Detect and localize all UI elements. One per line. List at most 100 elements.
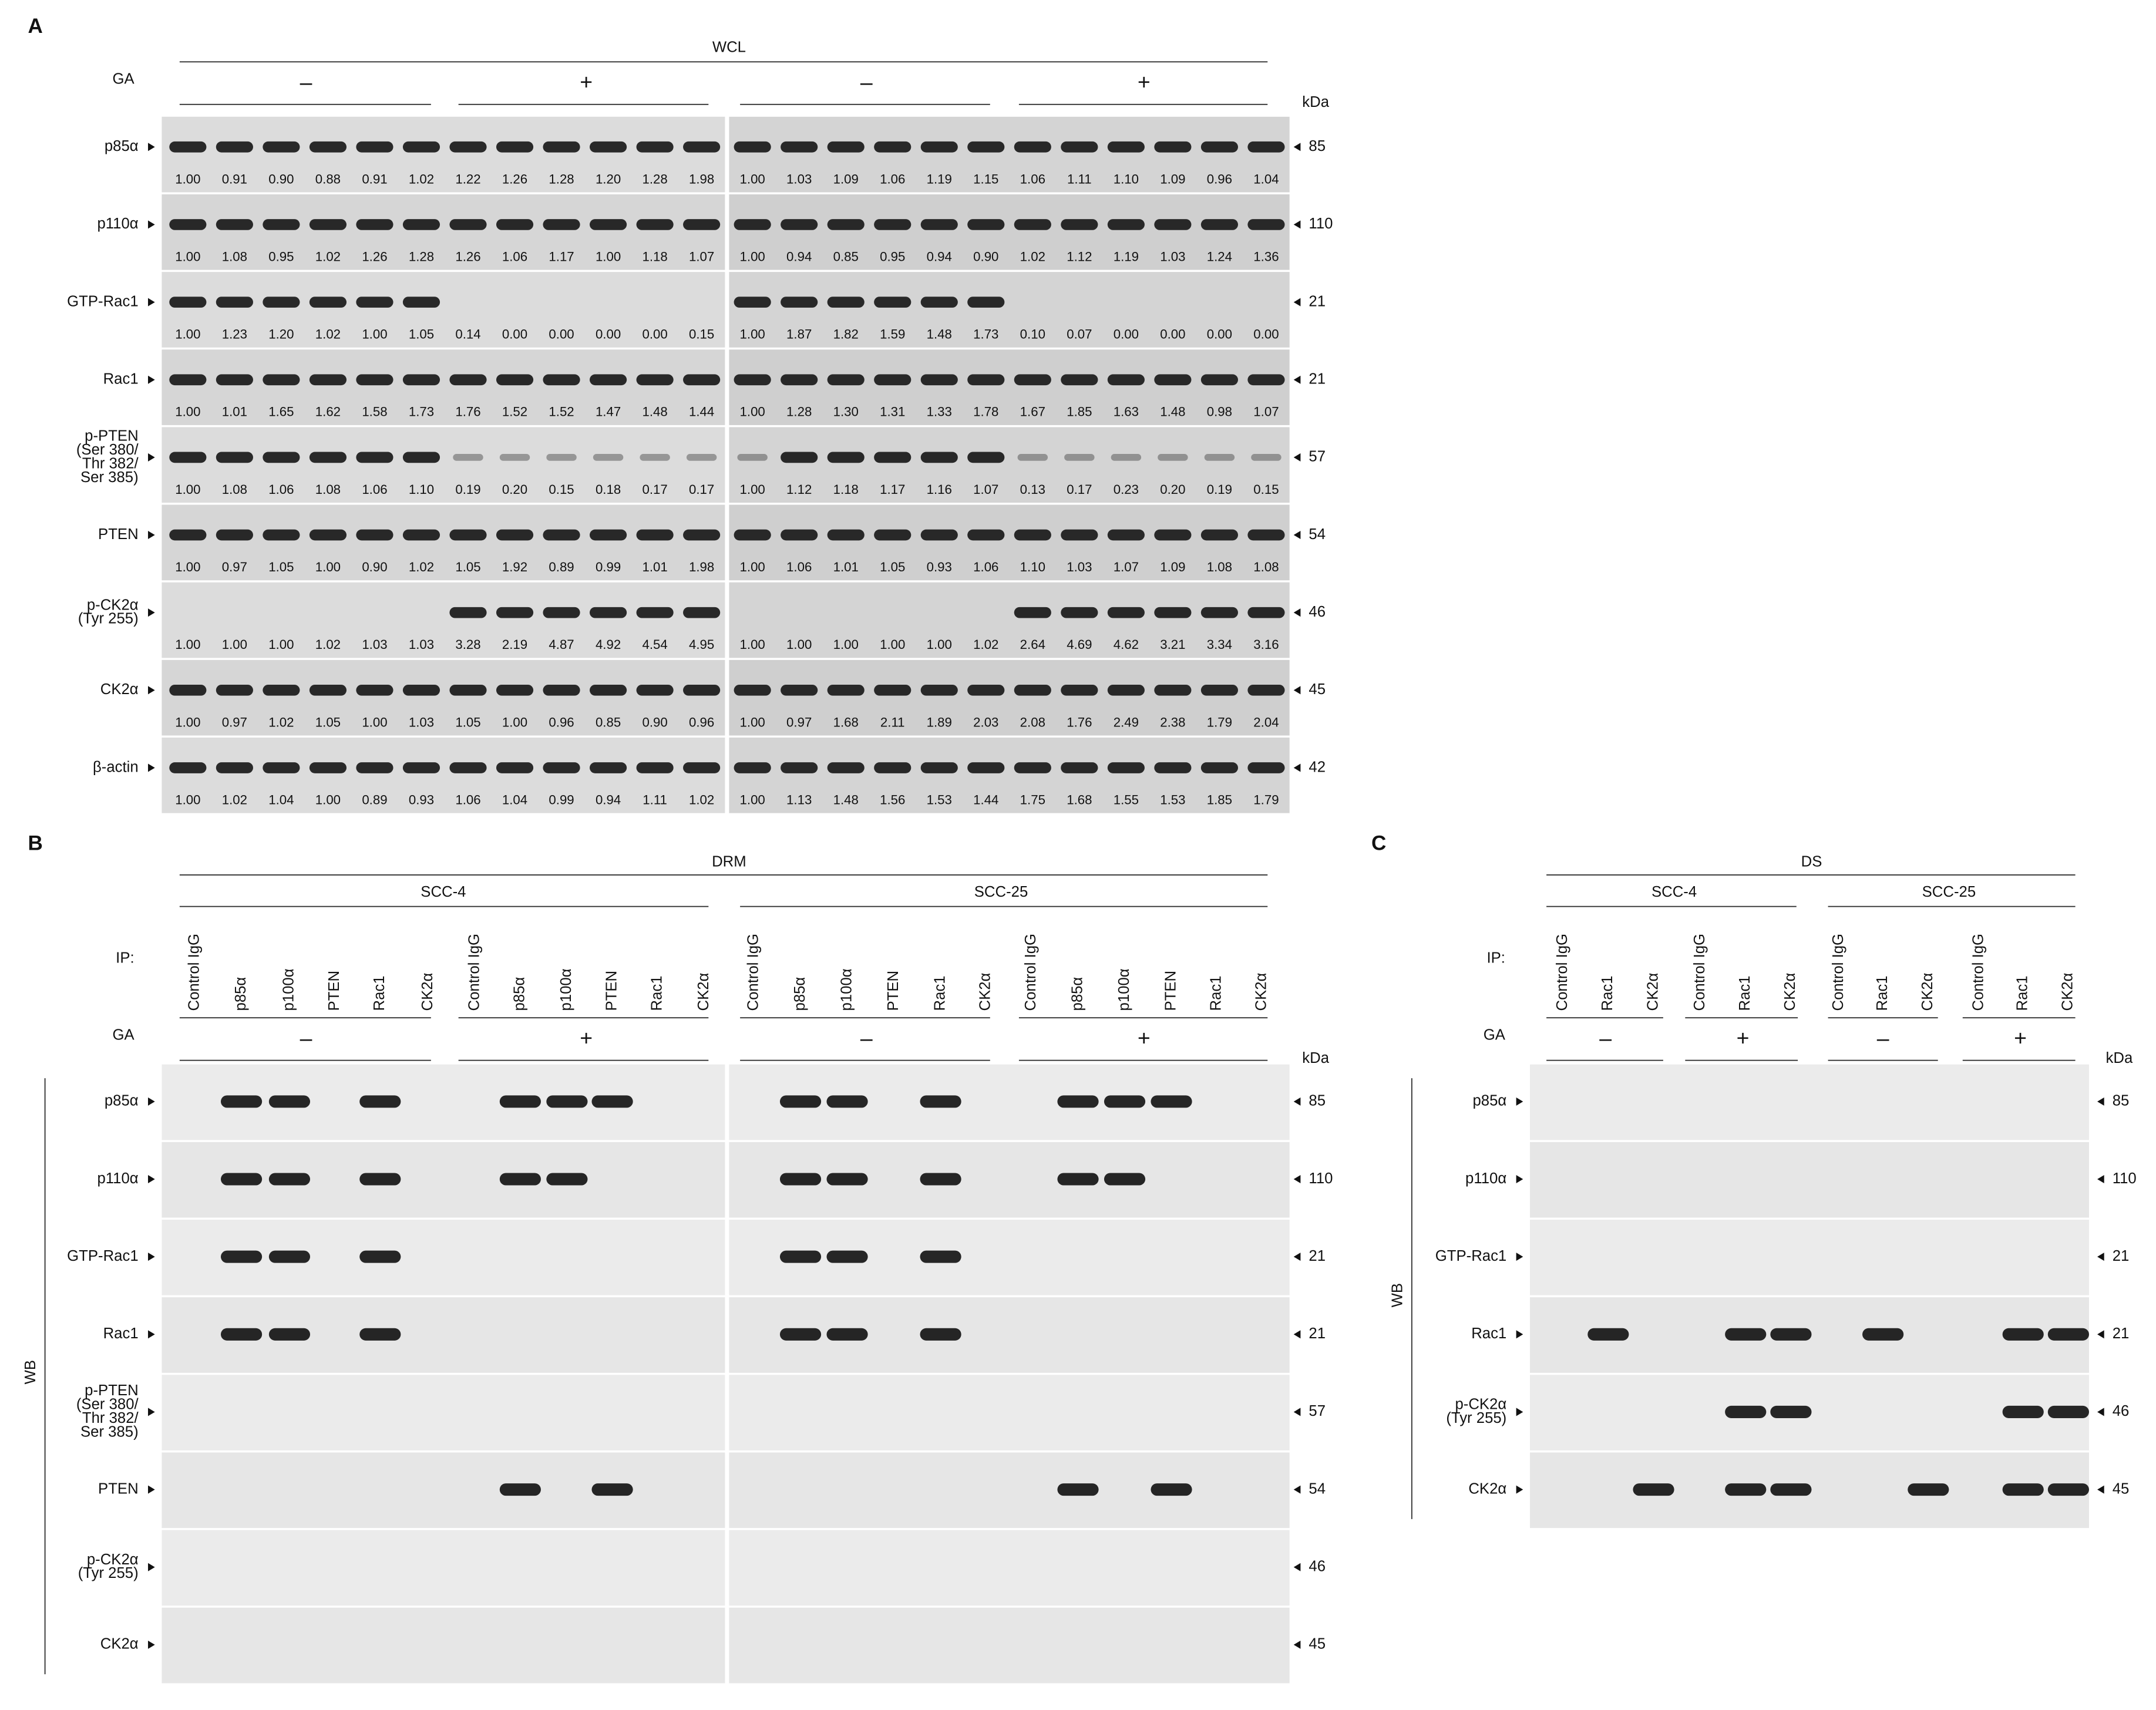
cell-line: SCC-25	[1922, 884, 1976, 900]
band	[779, 1328, 822, 1341]
row-label: (Ser 380/	[76, 1396, 139, 1413]
arrow	[148, 1097, 155, 1106]
row-label: β-actin	[93, 759, 139, 775]
quant-value: 1.26	[502, 171, 527, 186]
band	[1154, 762, 1192, 773]
blot	[729, 116, 1290, 193]
arrow	[148, 1330, 155, 1339]
quant-value: 1.00	[175, 249, 200, 264]
quant-value: 1.48	[833, 792, 859, 807]
band	[737, 454, 768, 461]
quant-value: 1.18	[642, 249, 667, 264]
blot	[729, 1375, 1290, 1450]
kda-unit: kDa	[1302, 1050, 1329, 1066]
arrow	[148, 375, 155, 384]
band	[359, 1095, 401, 1108]
band	[1200, 607, 1238, 618]
band	[268, 1095, 311, 1108]
band	[309, 762, 347, 773]
band	[1154, 529, 1192, 541]
band	[734, 297, 771, 308]
band	[356, 684, 393, 696]
row-label: GTP-Rac1	[67, 1248, 138, 1264]
band	[496, 529, 534, 541]
row-label: p85α	[105, 1093, 139, 1109]
band	[874, 374, 911, 386]
ip-lane: Control IgG	[466, 934, 482, 1011]
band	[1061, 762, 1098, 773]
band	[683, 374, 721, 386]
band	[827, 762, 865, 773]
band	[1017, 454, 1048, 461]
arrow	[1293, 1485, 1301, 1494]
quant-value: 0.91	[222, 171, 247, 186]
blot	[729, 1530, 1290, 1606]
ip-lane: Control IgG	[1691, 934, 1708, 1011]
ip-label: IP:	[116, 950, 134, 966]
band	[1057, 1095, 1099, 1108]
band	[920, 452, 958, 463]
band	[1158, 454, 1188, 461]
band	[781, 297, 818, 308]
band	[449, 529, 487, 541]
quant-value: 1.26	[362, 249, 387, 264]
band	[449, 374, 487, 386]
band	[1200, 684, 1238, 696]
band	[1200, 374, 1238, 386]
arrow	[1293, 1563, 1301, 1571]
arrow	[1293, 143, 1301, 152]
arrow	[148, 298, 155, 307]
row-label: p85α	[1472, 1093, 1506, 1109]
quant-value: 1.00	[880, 637, 905, 652]
band	[263, 529, 300, 541]
band	[826, 1250, 868, 1263]
band	[449, 762, 487, 773]
quant-value: 0.96	[1207, 171, 1232, 186]
blot	[162, 738, 725, 813]
quant-value: 0.98	[1207, 405, 1232, 419]
ip-lane: Rac1	[371, 975, 388, 1011]
arrow	[1293, 686, 1301, 695]
quant-value: 1.00	[740, 249, 765, 264]
quant-value: 1.28	[409, 249, 434, 264]
band	[496, 219, 534, 230]
quant-value: 2.64	[1020, 637, 1045, 652]
band	[402, 141, 440, 153]
band	[1154, 141, 1192, 153]
quant-value: 1.17	[549, 249, 574, 264]
band	[220, 1250, 263, 1263]
band	[2047, 1483, 2089, 1496]
quant-value: 1.05	[455, 560, 480, 574]
quant-value: 1.52	[502, 405, 527, 419]
blot	[729, 349, 1290, 425]
quant-value: 1.00	[362, 327, 387, 342]
band	[309, 297, 347, 308]
blot	[162, 1452, 725, 1529]
quant-value: 1.03	[786, 171, 812, 186]
band	[967, 529, 1005, 541]
quant-value: 1.33	[927, 405, 952, 419]
quant-value: 2.08	[1020, 715, 1045, 729]
quant-value: 2.38	[1160, 715, 1185, 729]
kda-marker: 45	[2113, 1480, 2130, 1497]
quant-value: 0.97	[786, 715, 812, 729]
blot	[162, 1607, 725, 1684]
blot	[729, 1064, 1290, 1140]
arrow	[148, 1563, 155, 1571]
band	[309, 529, 347, 541]
arrow	[1293, 608, 1301, 617]
quant-value: 0.17	[689, 482, 714, 497]
band	[967, 684, 1005, 696]
quant-value: 2.49	[1114, 715, 1139, 729]
kda-marker: 54	[1309, 526, 1326, 543]
header: DRM	[712, 854, 746, 870]
quant-value: 0.95	[880, 249, 905, 264]
row-label: Thr 382/	[82, 1410, 139, 1426]
quant-value: 1.30	[833, 405, 859, 419]
band	[1770, 1328, 1812, 1341]
quant-value: 0.23	[1114, 482, 1139, 497]
quant-value: 1.02	[222, 792, 247, 807]
band	[1200, 529, 1238, 541]
panel-label: A	[28, 15, 43, 38]
panel-label: B	[28, 832, 43, 855]
